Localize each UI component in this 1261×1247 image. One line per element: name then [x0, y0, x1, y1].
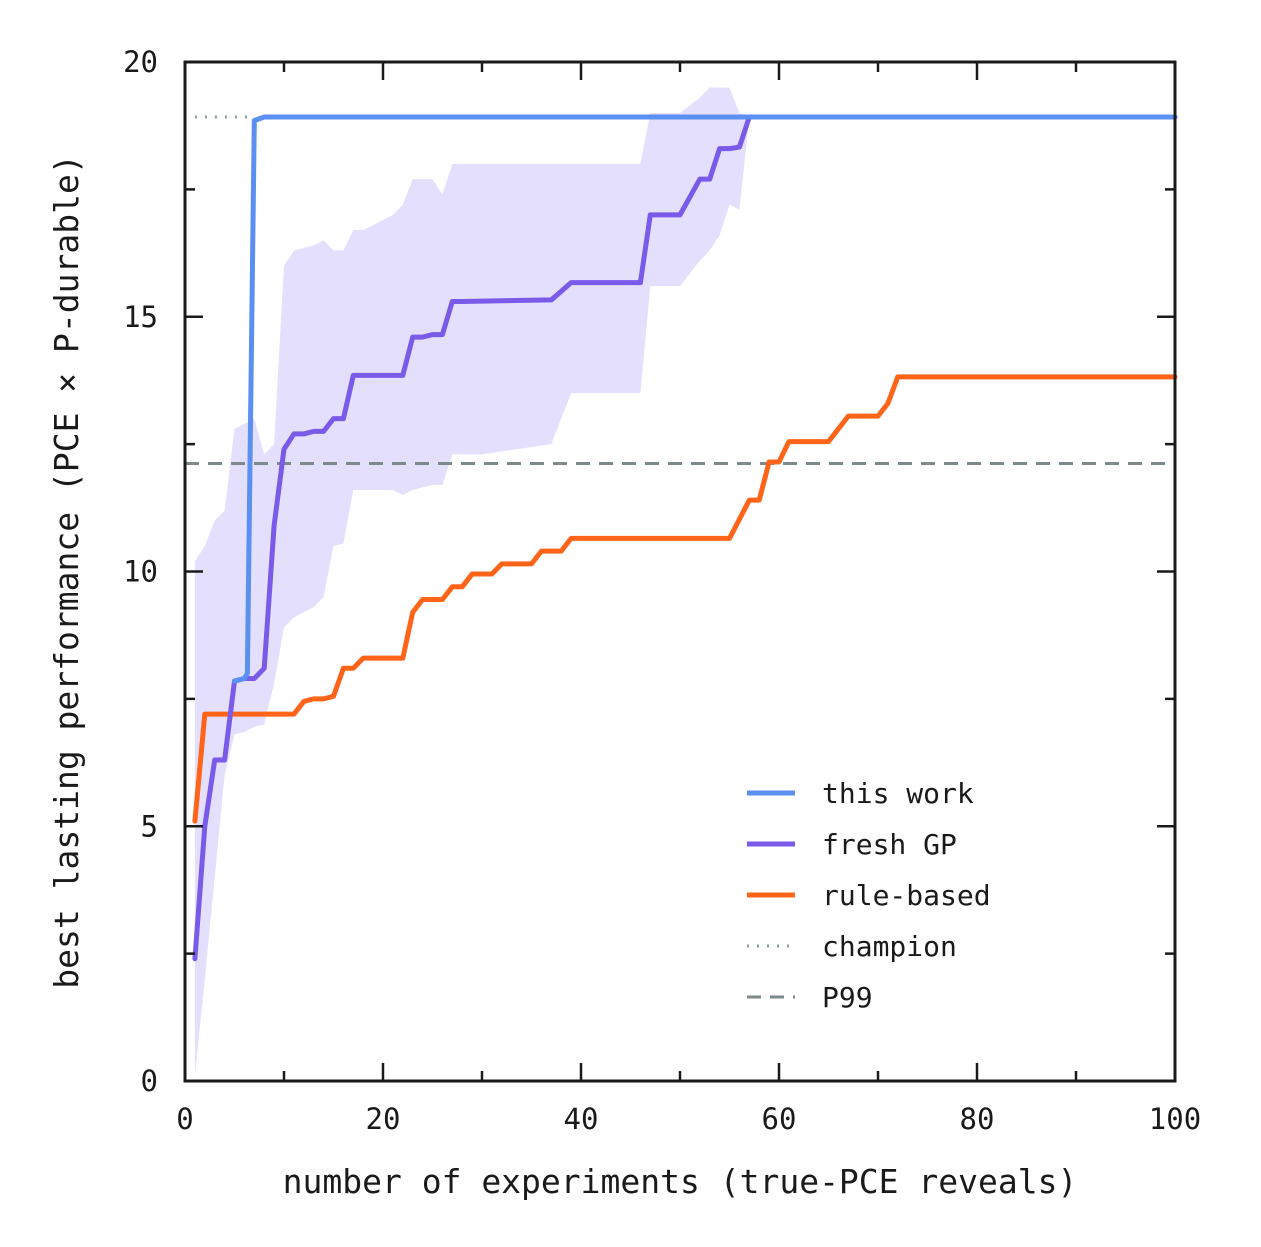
legend-label-rule-based: rule-based — [822, 879, 991, 912]
legend-label-fresh-gp: fresh GP — [822, 828, 957, 861]
series-layer — [192, 114, 1178, 962]
legend-label-p99: P99 — [822, 981, 873, 1014]
x-tick-label: 80 — [960, 1102, 995, 1136]
x-tick-label: 60 — [762, 1102, 797, 1136]
reference-lines-layer — [185, 115, 1175, 465]
fresh-gp-series-line — [192, 114, 1178, 962]
ticks-layer: 0 20 40 60 80 100 0 5 10 15 20 — [123, 45, 1201, 1136]
y-axis-title: best lasting performance (PCE × P-durabl… — [47, 154, 86, 988]
x-tick-label: 40 — [564, 1102, 599, 1136]
legend-label-this-work: this work — [822, 777, 974, 810]
y-tick-label: 10 — [123, 555, 158, 589]
y-tick-label: 20 — [123, 45, 158, 79]
fresh-gp-uncertainty-band — [194, 87, 750, 1076]
x-tick-label: 0 — [176, 1102, 193, 1136]
x-tick-label: 20 — [366, 1102, 401, 1136]
this-work-series-line — [232, 114, 1178, 684]
x-axis-title: number of experiments (true-PCE reveals) — [283, 1162, 1078, 1201]
x-tick-label: 100 — [1149, 1102, 1201, 1136]
y-tick-label: 15 — [123, 300, 158, 334]
y-tick-label: 0 — [141, 1064, 158, 1098]
legend-label-champion: champion — [822, 930, 957, 963]
y-tick-label: 5 — [141, 809, 158, 843]
rule-based-series-line — [192, 374, 1178, 824]
uncertainty-band-layer — [194, 87, 750, 1076]
legend: this work fresh GP rule-based champion P99 — [747, 777, 991, 1014]
